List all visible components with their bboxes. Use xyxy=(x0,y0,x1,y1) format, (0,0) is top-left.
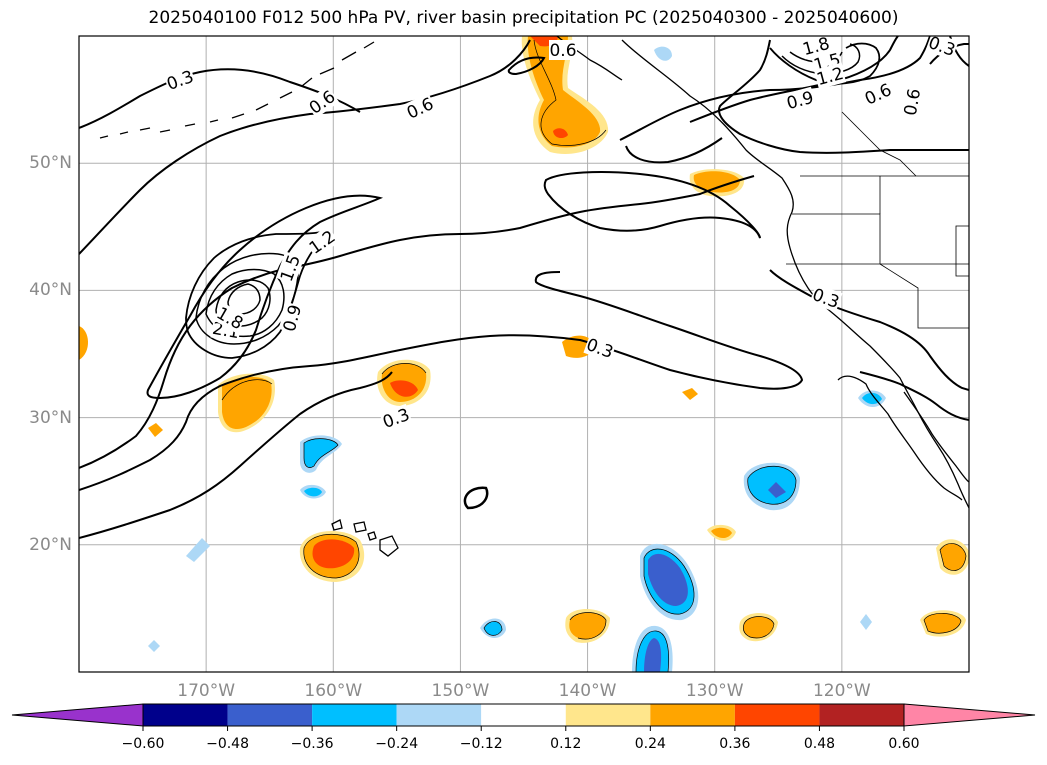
colorbar-segment xyxy=(650,704,735,726)
pv-contour-0-9 xyxy=(146,194,384,400)
colorbar-segment xyxy=(565,704,651,726)
svg-text:0.6: 0.6 xyxy=(549,41,576,61)
colorbar xyxy=(11,703,1036,731)
svg-text:0.6: 0.6 xyxy=(404,94,437,124)
map-frame xyxy=(78,35,970,673)
contour-label: 0.6 xyxy=(549,40,577,61)
colorbar-segment xyxy=(481,704,566,726)
contour-label: 0.6 xyxy=(861,79,895,110)
colorbar-tick-label: −0.24 xyxy=(375,736,419,752)
svg-text:0.6: 0.6 xyxy=(862,80,895,110)
gulf-of-california xyxy=(903,391,969,483)
hawaii-islands xyxy=(331,519,399,557)
latitude-label: 40°N xyxy=(29,280,72,301)
colorbar-tick-label: −0.12 xyxy=(459,736,503,752)
pv-contour-1-8 xyxy=(205,268,285,338)
contour-labels: 0.30.6 0.60.61.21.52.11.8 0.90.30.30.31.81… xyxy=(163,31,959,433)
longitude-label: 120°W xyxy=(812,681,871,701)
precip-negative-shading xyxy=(148,46,886,672)
pv-contour-0-6 xyxy=(79,39,531,255)
colorbar-segment xyxy=(819,704,904,726)
map-title: 2025040100 F012 500 hPa PV, river basin … xyxy=(148,8,899,28)
map-figure: 0.30.6 0.60.61.21.52.11.8 0.90.30.30.31.81… xyxy=(78,31,970,673)
colorbar-tick-label: 0.12 xyxy=(550,736,582,752)
latitude-label: 50°N xyxy=(29,153,72,174)
colorbar-extend-high xyxy=(903,703,1036,727)
contour-label: 0.3 xyxy=(379,403,413,433)
colorbar-tick-label: 0.36 xyxy=(719,736,751,752)
colorbar-tick-label: −0.60 xyxy=(121,736,165,752)
colorbar-segment xyxy=(227,704,313,726)
colorbar-tick-label: −0.36 xyxy=(290,736,334,752)
longitude-label: 150°W xyxy=(431,681,490,701)
contour-label: 0.3 xyxy=(163,65,197,95)
state-borders xyxy=(786,111,969,329)
contour-label: 0.6 xyxy=(403,93,437,124)
colorbar-segment xyxy=(396,704,482,726)
pv-contour-1-2 xyxy=(185,229,331,359)
colorbar-segment xyxy=(312,704,397,726)
latitude-label: 20°N xyxy=(29,534,72,555)
shading-outlines xyxy=(221,39,967,672)
colorbar-tick-label: −0.48 xyxy=(206,736,249,752)
svg-text:0.9: 0.9 xyxy=(280,303,306,334)
colorbar-segment xyxy=(734,704,820,726)
longitude-label: 170°W xyxy=(177,681,236,701)
longitude-label: 140°W xyxy=(558,681,617,701)
longitude-label: 130°W xyxy=(685,681,744,701)
colorbar-extend-low xyxy=(11,703,144,727)
colorbar-tick-label: 0.60 xyxy=(888,736,920,752)
colorbar-tick-label: 0.24 xyxy=(634,736,666,752)
contour-label: 0.3 xyxy=(583,333,617,363)
latitude-label: 30°N xyxy=(29,407,72,428)
contour-label: 1.5 xyxy=(275,251,305,285)
pv-contour-0-3 xyxy=(79,68,361,129)
pv-contour-1-5 xyxy=(195,252,299,345)
contour-label: 0.6 xyxy=(899,86,925,118)
colorbar-segment xyxy=(143,704,228,726)
precip-positive-shading xyxy=(79,36,969,643)
aleutians-dots xyxy=(99,41,375,139)
pv-contours xyxy=(79,36,969,539)
baja-california xyxy=(837,375,963,501)
svg-text:0.6: 0.6 xyxy=(901,87,925,117)
longitude-label: 160°W xyxy=(304,681,363,701)
colorbar-tick-label: 0.48 xyxy=(803,736,836,752)
